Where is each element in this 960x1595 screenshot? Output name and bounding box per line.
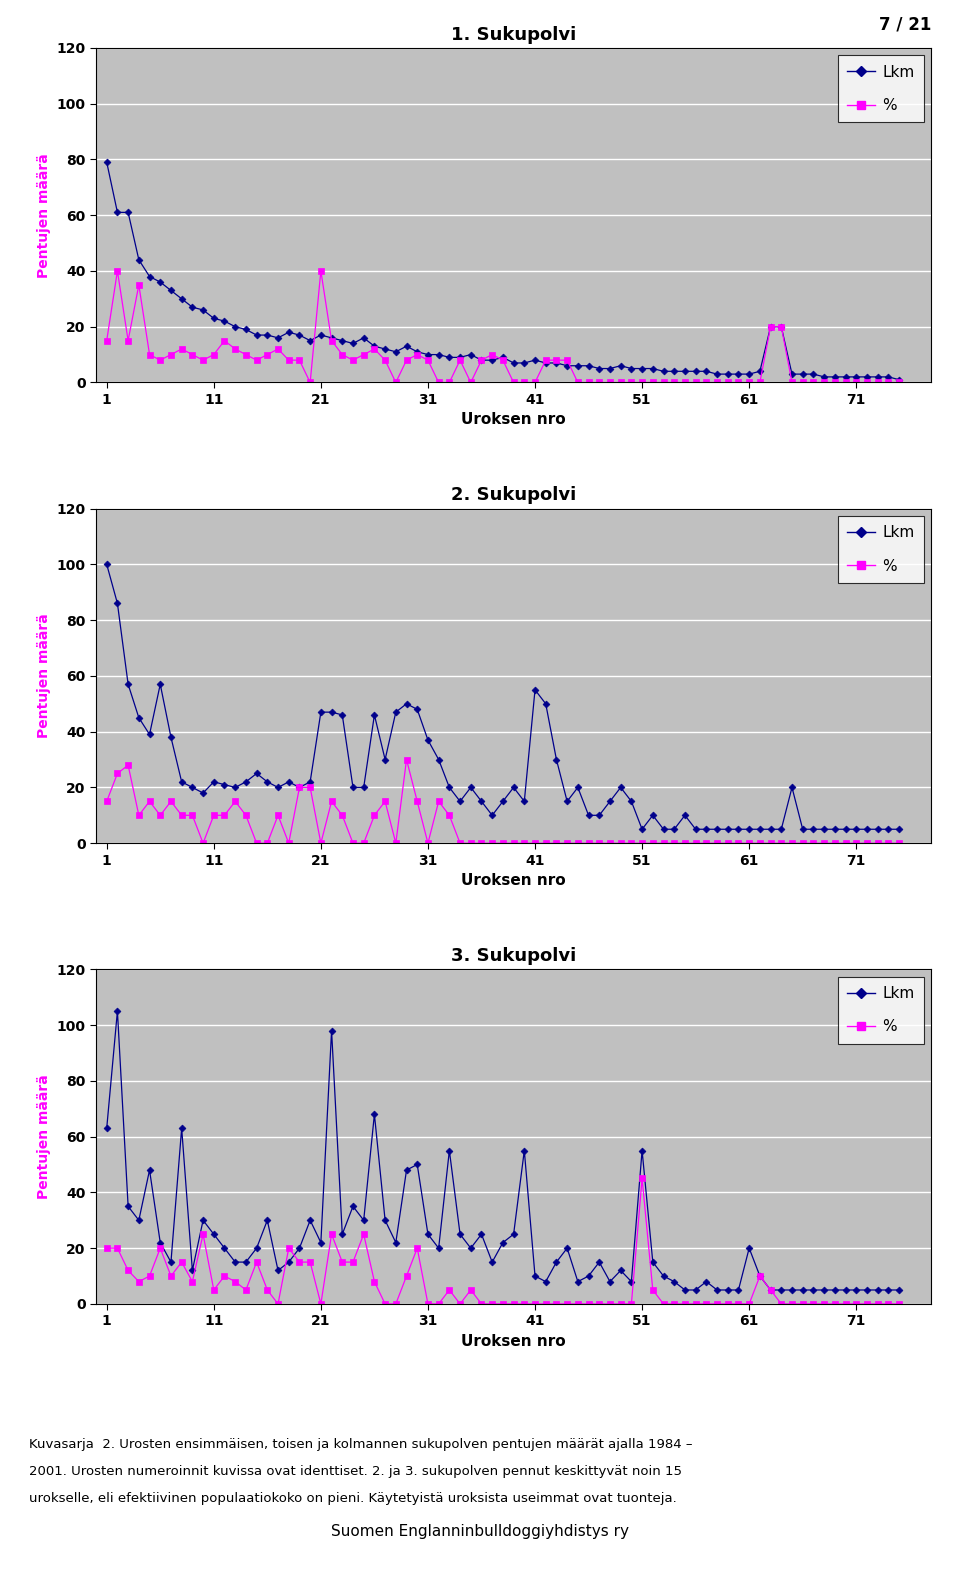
Lkm [732,820,744,839]
Line: %: % [104,1176,902,1308]
Text: urokselle, eli efektiivinen populaatiokoko on pieni. Käytetyistä uroksista useim: urokselle, eli efektiivinen populaatioko… [29,1493,677,1506]
Lkm [818,820,829,839]
Lkm [829,1281,841,1300]
% [400,750,412,769]
Line: %: % [104,268,902,386]
X-axis label: Uroksen nro: Uroksen nro [462,413,565,427]
Lkm [111,1002,123,1021]
Line: Lkm: Lkm [105,561,901,831]
% [894,373,905,392]
Line: %: % [104,756,902,847]
% [722,1295,733,1314]
Title: 3. Sukupolvi: 3. Sukupolvi [451,947,576,965]
% [304,373,316,392]
Line: Lkm: Lkm [105,1008,901,1292]
% [273,1295,284,1314]
% [894,834,905,853]
% [894,1295,905,1314]
% [111,262,123,281]
% [165,1266,177,1286]
% [198,834,209,853]
Lkm [176,1118,187,1137]
Lkm [765,820,777,839]
Lkm [743,1239,755,1258]
Lkm [894,820,905,839]
% [165,791,177,810]
Lkm [165,281,177,300]
% [776,317,787,337]
Lkm [755,362,766,381]
Lkm [165,727,177,746]
% [636,1169,648,1188]
Lkm [101,1118,112,1137]
% [101,791,112,810]
Y-axis label: Pentujen määrä: Pentujen määrä [36,1075,51,1199]
Lkm [701,362,712,381]
Lkm [679,1281,690,1300]
Line: Lkm: Lkm [105,160,901,383]
Lkm [894,1281,905,1300]
Lkm [732,365,744,384]
Lkm [807,365,819,384]
Y-axis label: Pentujen määrä: Pentujen määrä [36,153,51,278]
Legend: Lkm, %: Lkm, % [838,56,924,123]
Title: 1. Sukupolvi: 1. Sukupolvi [451,26,576,43]
Text: 2001. Urosten numeroinnit kuvissa ovat identtiset. 2. ja 3. sukupolven pennut ke: 2001. Urosten numeroinnit kuvissa ovat i… [29,1466,682,1479]
% [755,1266,766,1286]
% [722,834,733,853]
% [743,373,755,392]
% [755,373,766,392]
Title: 2. Sukupolvi: 2. Sukupolvi [451,486,576,504]
X-axis label: Uroksen nro: Uroksen nro [462,872,565,888]
% [755,834,766,853]
% [743,834,755,853]
% [743,1295,755,1314]
% [829,1295,841,1314]
Lkm [722,1281,733,1300]
X-axis label: Uroksen nro: Uroksen nro [462,1333,565,1349]
Y-axis label: Pentujen määrä: Pentujen määrä [36,614,51,738]
Text: Kuvasarja  2. Urosten ensimmäisen, toisen ja kolmannen sukupolven pentujen määrä: Kuvasarja 2. Urosten ensimmäisen, toisen… [29,1439,692,1451]
% [722,373,733,392]
Legend: Lkm, %: Lkm, % [838,517,924,582]
% [101,1239,112,1258]
Lkm [711,820,723,839]
% [776,834,787,853]
Lkm [101,555,112,574]
% [176,340,187,359]
Lkm [101,153,112,172]
Lkm [776,1281,787,1300]
Lkm [755,1266,766,1286]
Text: Suomen Englanninbulldoggiyhdistys ry: Suomen Englanninbulldoggiyhdistys ry [331,1525,629,1539]
Lkm [743,820,755,839]
Lkm [722,365,733,384]
Legend: Lkm, %: Lkm, % [838,978,924,1043]
% [829,834,841,853]
Text: 7 / 21: 7 / 21 [878,16,931,33]
Lkm [636,820,648,839]
% [101,332,112,351]
Lkm [894,370,905,389]
% [776,1295,787,1314]
% [829,373,841,392]
